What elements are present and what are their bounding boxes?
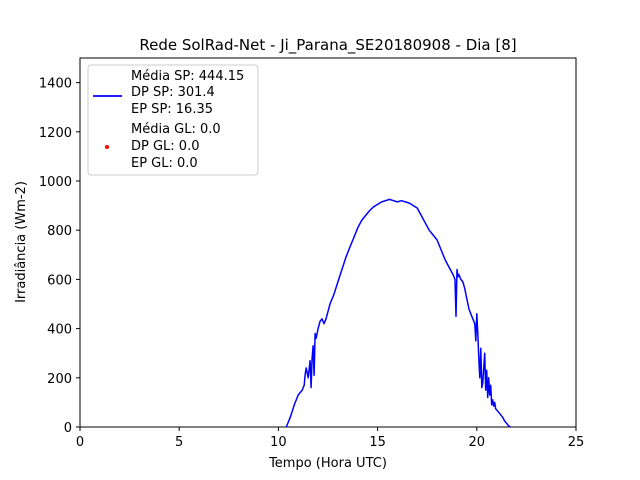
x-tick-label: 10 <box>270 435 287 450</box>
legend-gl-std: DP GL: 0.0 <box>131 139 200 154</box>
x-axis-label: Tempo (Hora UTC) <box>268 456 387 471</box>
x-tick-label: 15 <box>369 435 386 450</box>
legend-sp-se: EP SP: 16.35 <box>131 102 213 117</box>
x-tick-label: 0 <box>76 435 84 450</box>
chart-title: Rede SolRad-Net - Ji_Parana_SE20180908 -… <box>139 36 516 55</box>
legend-gl-mean: Média GL: 0.0 <box>131 122 221 137</box>
x-tick-label: 25 <box>568 435 585 450</box>
y-tick-label: 1000 <box>39 175 72 190</box>
x-axis-ticks: 0 5 10 15 20 25 <box>76 427 584 450</box>
legend-frame <box>87 64 259 176</box>
y-tick-label: 800 <box>47 224 72 239</box>
y-tick-label: 400 <box>47 323 72 338</box>
y-axis-label: Irradiância (Wm-2) <box>14 181 29 303</box>
x-tick-label: 5 <box>175 435 183 450</box>
y-tick-label: 1200 <box>39 126 72 141</box>
y-tick-label: 600 <box>47 273 72 288</box>
legend-sp-mean: Média SP: 444.15 <box>131 69 244 84</box>
y-tick-label: 1400 <box>39 77 72 92</box>
y-tick-label: 200 <box>47 372 72 387</box>
y-axis-ticks: 0 200 400 600 800 1000 1200 1400 <box>39 77 80 436</box>
legend-gl-point-swatch <box>105 145 109 149</box>
legend-sp-std: DP SP: 301.4 <box>131 85 215 100</box>
legend: Média SP: 444.15 DP SP: 301.4 EP SP: 16.… <box>87 64 259 176</box>
y-tick-label: 0 <box>64 421 72 436</box>
series-sp-line <box>285 198 511 428</box>
x-tick-label: 20 <box>469 435 486 450</box>
legend-gl-se: EP GL: 0.0 <box>131 156 198 171</box>
